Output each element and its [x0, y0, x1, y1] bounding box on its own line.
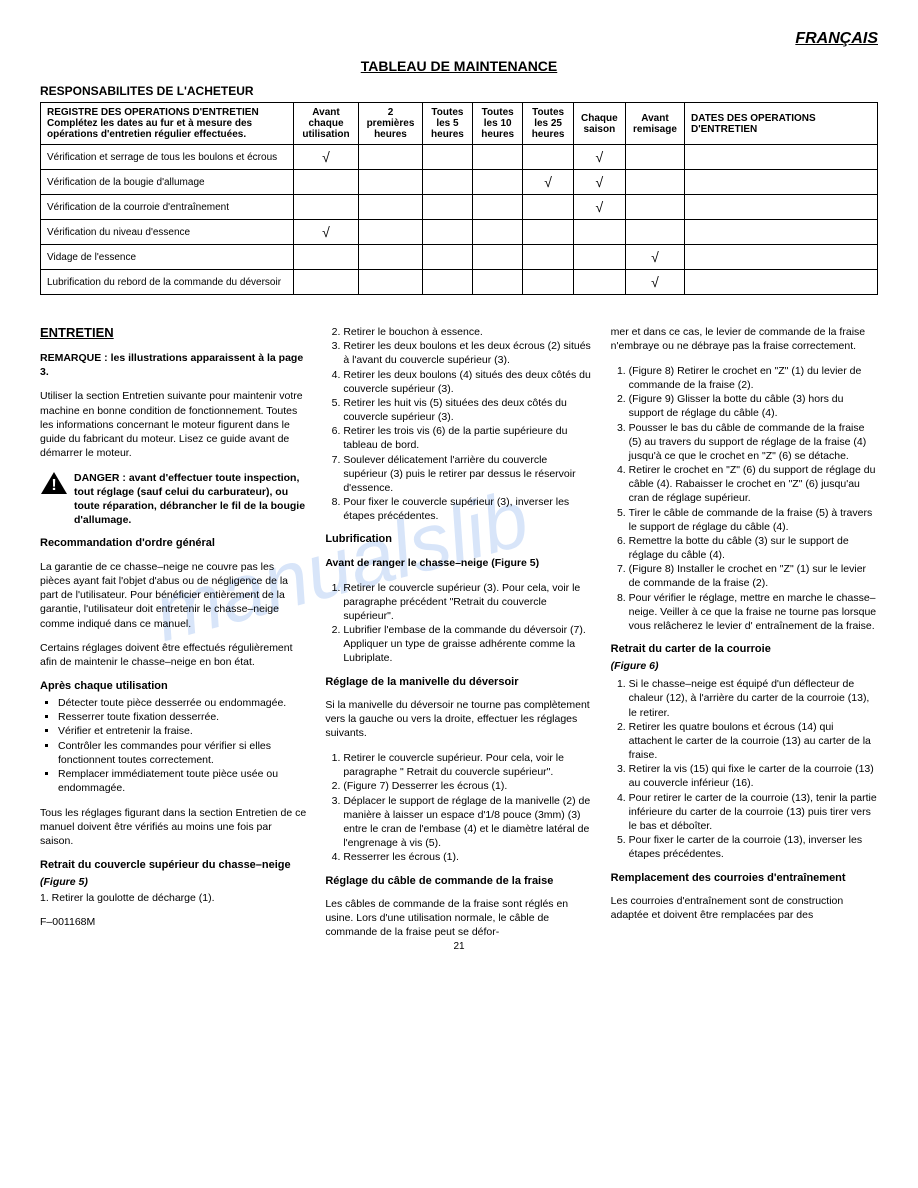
- list-item: (Figure 8) Installer le crochet en "Z" (…: [629, 562, 878, 590]
- list-item: Tirer le câble de commande de la fraise …: [629, 506, 878, 534]
- col-header-4: Toutes les 10 heures: [472, 103, 522, 145]
- remp-p: Les courroies d'entraînement sont de con…: [611, 894, 878, 922]
- maintenance-table: REGISTRE DES OPERATIONS D'ENTRETIEN Comp…: [40, 102, 878, 295]
- table-row: Vérification de la bougie d'allumage√√: [41, 170, 878, 195]
- list-item: Remplacer immédiatement toute pièce usée…: [58, 767, 307, 795]
- col-header-2: 2 premières heures: [359, 103, 423, 145]
- doc-id: F–001168M: [40, 915, 307, 929]
- list-item: Retirer les huit vis (5) situées des deu…: [343, 396, 592, 424]
- language-header: FRANÇAIS: [40, 30, 878, 48]
- apres-foot: Tous les réglages figurant dans la secti…: [40, 806, 307, 849]
- col-header-8: DATES DES OPERATIONS D'ENTRETIEN: [685, 103, 878, 145]
- list-item: Soulever délicatement l'arrière du couve…: [343, 453, 592, 496]
- list-item: Pour vérifier le réglage, mettre en marc…: [629, 591, 878, 634]
- list-item: Pousser le bas du câble de commande de l…: [629, 421, 878, 464]
- table-row: Vérification du niveau d'essence√: [41, 220, 878, 245]
- carter-fig: (Figure 6): [611, 659, 878, 673]
- list-item: Resserrer les écrous (1).: [343, 850, 592, 864]
- list-item: Retirer les deux boulons et les deux écr…: [343, 339, 592, 367]
- sub-title: RESPONSABILITES DE L'ACHETEUR: [40, 84, 878, 98]
- carter-title: Retrait du carter de la courroie: [611, 643, 878, 655]
- svg-text:!: !: [51, 477, 56, 494]
- list-item: Retirer le couvercle supérieur (3). Pour…: [343, 581, 592, 624]
- table-row: Vérification de la courroie d'entraîneme…: [41, 195, 878, 220]
- list-item: Retirer les trois vis (6) de la partie s…: [343, 424, 592, 452]
- list-item: Détecter toute pièce desserrée ou endomm…: [58, 696, 307, 710]
- list-item: Pour fixer le carter de la courroie (13)…: [629, 833, 878, 861]
- table-row: Vidage de l'essence√: [41, 245, 878, 270]
- manivelle-steps: Retirer le couvercle supérieur. Pour cel…: [325, 751, 592, 864]
- col-header-1: Avant chaque utilisation: [294, 103, 359, 145]
- danger-text: DANGER : avant d'effectuer toute inspect…: [74, 472, 305, 527]
- retrait-fig: (Figure 5): [40, 875, 307, 889]
- list-item: Retirer le bouchon à essence.: [343, 325, 592, 339]
- cable-cont: mer et dans ce cas, le levier de command…: [611, 325, 878, 353]
- lub-steps: Retirer le couvercle supérieur (3). Pour…: [325, 581, 592, 666]
- apres-list: Détecter toute pièce desserrée ou endomm…: [40, 696, 307, 795]
- list-item: Vérifier et entretenir la fraise.: [58, 724, 307, 738]
- lub-sub: Avant de ranger le chasse–neige (Figure …: [325, 556, 592, 570]
- list-item: Pour retirer le carter de la courroie (1…: [629, 791, 878, 834]
- table-row: Lubrification du rebord de la commande d…: [41, 270, 878, 295]
- list-item: (Figure 7) Desserrer les écrous (1).: [343, 779, 592, 793]
- list-item: Retirer le couvercle supérieur. Pour cel…: [343, 751, 592, 779]
- danger-block: ! DANGER : avant d'effectuer toute inspe…: [40, 471, 307, 528]
- list-item: Retirer les quatre boulons et écrous (14…: [629, 720, 878, 763]
- col-header-6: Chaque saison: [573, 103, 625, 145]
- col-header-3: Toutes les 5 heures: [422, 103, 472, 145]
- intro-text: Utiliser la section Entretien suivante p…: [40, 389, 307, 460]
- list-item: Pour fixer le couvercle supérieur (3), i…: [343, 495, 592, 523]
- list-item: Lubrifier l'embase de la commande du dév…: [343, 623, 592, 666]
- list-item: (Figure 9) Glisser la botte du câble (3)…: [629, 392, 878, 420]
- list-item: Retirer les deux boulons (4) situés des …: [343, 368, 592, 396]
- retrait-title: Retrait du couvercle supérieur du chasse…: [40, 859, 307, 871]
- manivelle-title: Réglage de la manivelle du déversoir: [325, 676, 592, 688]
- cable-steps: (Figure 8) Retirer le crochet en "Z" (1)…: [611, 364, 878, 633]
- manivelle-intro: Si la manivelle du déversoir ne tourne p…: [325, 698, 592, 741]
- remarque: REMARQUE : les illustrations apparaissen…: [40, 351, 307, 379]
- lub-title: Lubrification: [325, 533, 592, 545]
- carter-steps: Si le chasse–neige est équipé d'un défle…: [611, 677, 878, 861]
- apres-title: Après chaque utilisation: [40, 680, 307, 692]
- page-number: 21: [40, 941, 878, 952]
- col-header-7: Avant remisage: [625, 103, 684, 145]
- recom-p1: La garantie de ce chasse–neige ne couvre…: [40, 560, 307, 631]
- list-item: (Figure 8) Retirer le crochet en "Z" (1)…: [629, 364, 878, 392]
- recom-title: Recommandation d'ordre général: [40, 537, 307, 549]
- col2-steps: Retirer le bouchon à essence.Retirer les…: [325, 325, 592, 523]
- retrait-step-1: 1. Retirer la goulotte de décharge (1).: [40, 891, 307, 905]
- col-header-5: Toutes les 25 heures: [523, 103, 573, 145]
- list-item: Si le chasse–neige est équipé d'un défle…: [629, 677, 878, 720]
- entretien-title: ENTRETIEN: [40, 325, 307, 340]
- col-header-0: REGISTRE DES OPERATIONS D'ENTRETIEN Comp…: [41, 103, 294, 145]
- list-item: Retirer le crochet en "Z" (6) du support…: [629, 463, 878, 506]
- list-item: Retirer la vis (15) qui fixe le carter d…: [629, 762, 878, 790]
- danger-icon: !: [40, 471, 68, 528]
- list-item: Contrôler les commandes pour vérifier si…: [58, 739, 307, 767]
- cable-title: Réglage du câble de commande de la frais…: [325, 875, 592, 887]
- list-item: Remettre la botte du câble (3) sur le su…: [629, 534, 878, 562]
- cable-intro: Les câbles de commande de la fraise sont…: [325, 897, 592, 940]
- remp-title: Remplacement des courroies d'entraînemen…: [611, 872, 878, 884]
- main-title: TABLEAU DE MAINTENANCE: [40, 58, 878, 74]
- list-item: Déplacer le support de réglage de la man…: [343, 794, 592, 851]
- content-columns: ENTRETIEN REMARQUE : les illustrations a…: [40, 325, 878, 941]
- recom-p2: Certains réglages doivent être effectués…: [40, 641, 307, 669]
- table-row: Vérification et serrage de tous les boul…: [41, 145, 878, 170]
- list-item: Resserrer toute fixation desserrée.: [58, 710, 307, 724]
